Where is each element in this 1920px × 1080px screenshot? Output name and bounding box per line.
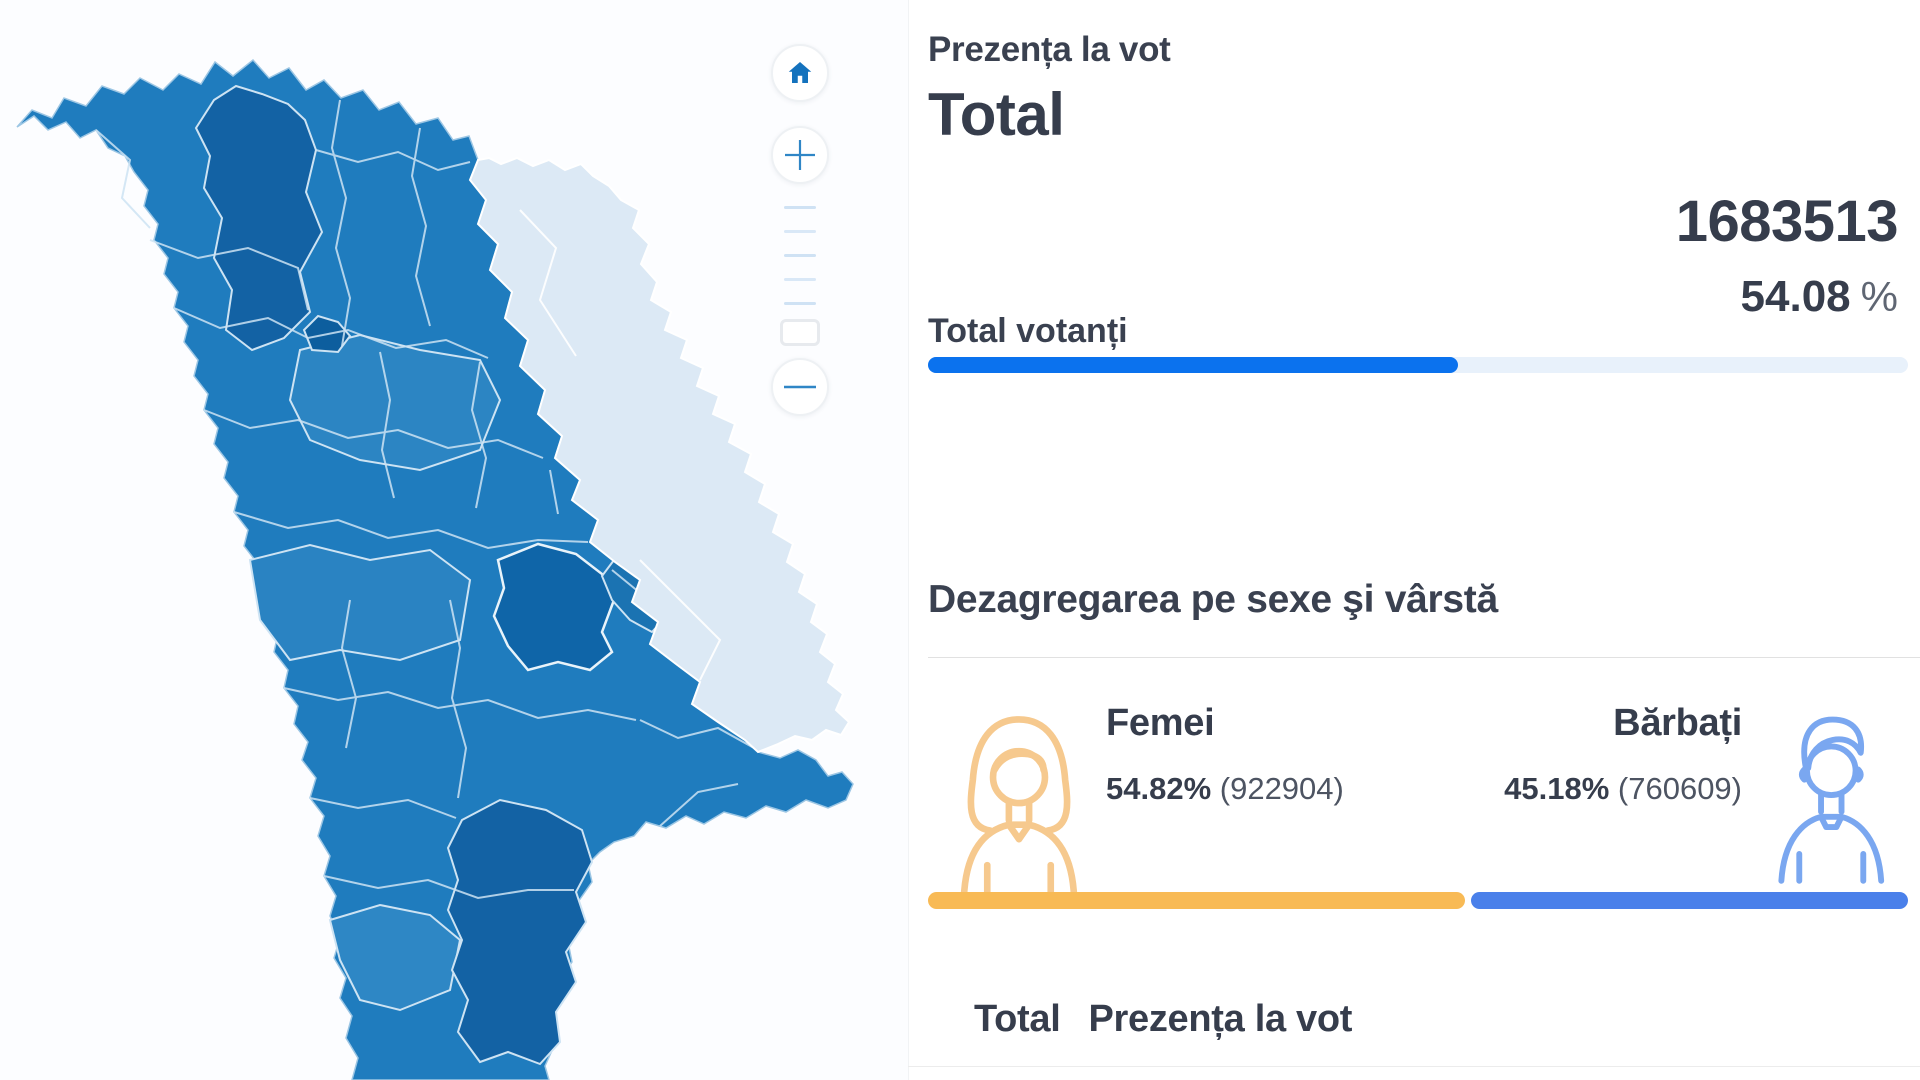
female-percent: 54.82% (1106, 771, 1212, 806)
turnout-percent-value: 54.08 (1740, 272, 1851, 321)
zoom-tick (784, 254, 816, 257)
male-label: Bărbați (1613, 702, 1742, 744)
male-stats-block: Bărbați 45.18% (760609) (1504, 702, 1742, 807)
map-zoom-in-button[interactable] (771, 126, 829, 184)
zoom-tick (784, 278, 816, 281)
turnout-progressbar (928, 357, 1908, 373)
female-label: Femei (1106, 702, 1215, 744)
map-light-region-borders (519, 209, 722, 681)
turnout-progress-fill (928, 357, 1458, 373)
female-bar-segment (928, 892, 1466, 909)
map-dark-district-south[interactable] (446, 798, 594, 1066)
male-bar-segment (1471, 892, 1908, 909)
table-divider (908, 1066, 1920, 1067)
map-light-region[interactable] (468, 156, 851, 754)
section-divider (928, 657, 1920, 658)
moldova-map[interactable] (0, 0, 908, 1080)
zoom-tick (784, 302, 816, 305)
map-home-button[interactable] (771, 44, 829, 102)
turnout-label: Total votanți (928, 312, 1128, 350)
map-panel (0, 0, 909, 1080)
zoom-tick (784, 206, 816, 209)
female-stats-block: Femei 54.82% (922904) (1106, 702, 1344, 807)
male-count: (760609) (1617, 771, 1742, 806)
woman-icon (960, 716, 1078, 894)
page-title: Total (928, 81, 1065, 148)
male-percent: 45.18% (1504, 771, 1610, 806)
page-subtitle: Prezența la vot (928, 30, 1171, 69)
map-zoom-out-button[interactable] (771, 358, 829, 416)
percent-sign: % (1860, 273, 1898, 320)
map-dark-district-north[interactable] (194, 84, 324, 352)
zoom-tick (784, 230, 816, 233)
map-dark-district-center[interactable] (492, 542, 616, 672)
map-district-borders (95, 99, 755, 900)
map-zoom-extent-button[interactable] (780, 319, 820, 346)
female-count: (922904) (1219, 771, 1344, 806)
gender-ratio-bar (928, 892, 1908, 909)
gender-section-title: Dezagregarea pe sexe şi vârstă (928, 578, 1498, 621)
man-icon (1778, 716, 1885, 884)
female-stats: 54.82% (922904) (1106, 771, 1344, 807)
minus-icon (784, 385, 816, 389)
table-header-total: Total (974, 998, 1061, 1040)
male-stats: 45.18% (760609) (1504, 771, 1742, 807)
turnout-count: 1683513 (1675, 189, 1899, 254)
map-medium-district-3[interactable] (328, 903, 462, 1012)
plus-icon (785, 140, 815, 170)
home-icon (788, 62, 812, 83)
table-header-prezenta: Prezența la vot (1088, 998, 1353, 1040)
map-medium-district-2[interactable] (248, 543, 472, 662)
turnout-percent: 54.08% (1741, 272, 1898, 322)
table-header-row: Total Prezența la vot (974, 998, 1352, 1041)
